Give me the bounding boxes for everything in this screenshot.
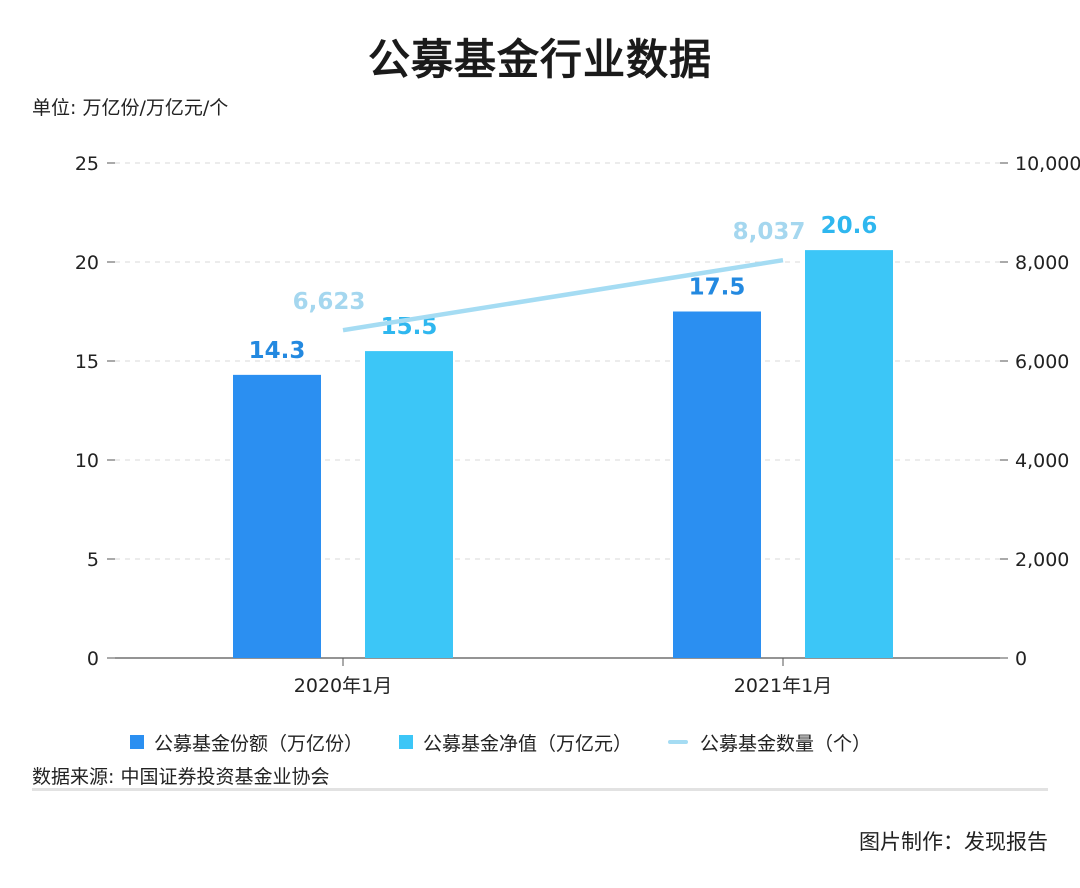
y-right-tick-label: 2,000 [1015, 549, 1069, 571]
source-note: 数据来源: 中国证券投资基金业协会 [32, 766, 330, 788]
x-tick-label: 2021年1月 [734, 675, 832, 697]
y-left-tick-label: 25 [75, 153, 99, 175]
credit-note: 图片制作：发现报告 [859, 830, 1048, 854]
data-label-count: 6,623 [293, 289, 366, 315]
data-label-nav: 20.6 [821, 213, 878, 239]
data-label-count: 8,037 [733, 219, 806, 245]
y-left-tick-label: 5 [87, 549, 99, 571]
legend-label-count: 公募基金数量（个） [700, 732, 872, 755]
y-left-tick-label: 15 [75, 351, 99, 373]
legend: 公募基金份额（万亿份） 公募基金净值（万亿元） 公募基金数量（个） [130, 728, 907, 756]
bar-share [673, 311, 761, 658]
bar-nav [805, 250, 893, 658]
x-tick-label: 2020年1月 [294, 675, 392, 697]
y-right-tick-label: 6,000 [1015, 351, 1069, 373]
y-left-tick-label: 10 [75, 450, 99, 472]
y-left-tick-label: 0 [87, 648, 99, 670]
legend-item-nav: 公募基金净值（万亿元） [399, 729, 632, 756]
y-right-tick-label: 4,000 [1015, 450, 1069, 472]
y-left-tick-label: 20 [75, 252, 99, 274]
legend-swatch-nav [399, 735, 414, 749]
y-right-tick-label: 10,000 [1015, 153, 1080, 175]
data-label-share: 17.5 [689, 275, 746, 301]
bar-nav [365, 351, 453, 658]
y-right-tick-label: 0 [1015, 648, 1027, 670]
y-right-tick-label: 8,000 [1015, 252, 1069, 274]
legend-label-share: 公募基金份额（万亿份） [154, 732, 364, 755]
chart: 0 0 5 2,000 10 4,000 15 6,000 20 8,000 25 10,000 202… [75, 153, 1080, 697]
data-label-share: 14.3 [249, 338, 306, 364]
divider [32, 788, 1048, 791]
legend-item-share: 公募基金份额（万亿份） [130, 729, 363, 756]
chart-title: 公募基金行业数据 [367, 35, 712, 84]
legend-swatch-share [130, 735, 144, 749]
legend-item-count: 公募基金数量（个） [668, 729, 871, 756]
series-line-count [342, 257, 784, 333]
legend-label-nav: 公募基金净值（万亿元） [423, 732, 633, 755]
bar-share [233, 374, 321, 658]
legend-swatch-count [668, 740, 689, 744]
unit-label: 单位: 万亿份/万亿元/个 [32, 97, 229, 119]
